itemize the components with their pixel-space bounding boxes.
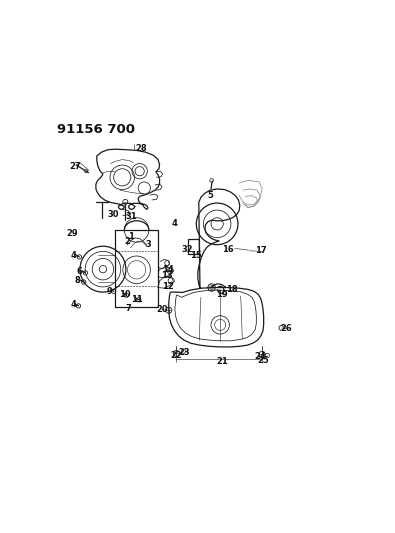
Text: 11: 11 [131,295,143,304]
Text: 31: 31 [126,212,137,221]
Text: 12: 12 [162,281,174,290]
Text: 22: 22 [171,351,182,360]
Text: 13: 13 [162,271,173,280]
Text: 4: 4 [171,219,177,228]
Text: 10: 10 [119,290,131,299]
Text: 16: 16 [222,245,233,254]
Text: 26: 26 [281,325,292,333]
Text: 21: 21 [216,357,228,366]
Text: 5: 5 [207,191,213,199]
Bar [115,230,158,306]
Text: 3: 3 [145,239,151,248]
Text: 25: 25 [258,356,269,365]
Text: 4: 4 [70,301,76,310]
Text: 14: 14 [162,265,174,274]
Text: 6: 6 [77,267,82,276]
Text: 2: 2 [124,237,130,246]
Text: 24: 24 [254,352,266,361]
Text: 30: 30 [108,209,119,219]
Text: 4: 4 [70,251,76,260]
Text: 1: 1 [128,232,134,240]
Text: 91156 700: 91156 700 [57,123,135,136]
Text: 20: 20 [156,305,168,314]
Text: 15: 15 [190,251,201,260]
Text: 23: 23 [178,348,190,357]
Text: 7: 7 [126,304,131,313]
Text: 27: 27 [70,162,81,171]
Text: 9: 9 [107,287,113,296]
Text: 29: 29 [66,229,78,238]
Text: 18: 18 [226,285,237,294]
Text: 19: 19 [216,290,228,299]
Text: 8: 8 [75,276,81,285]
Text: 32: 32 [182,245,194,254]
Text: 28: 28 [135,144,147,153]
Text: 17: 17 [256,246,267,255]
Bar [188,239,199,254]
